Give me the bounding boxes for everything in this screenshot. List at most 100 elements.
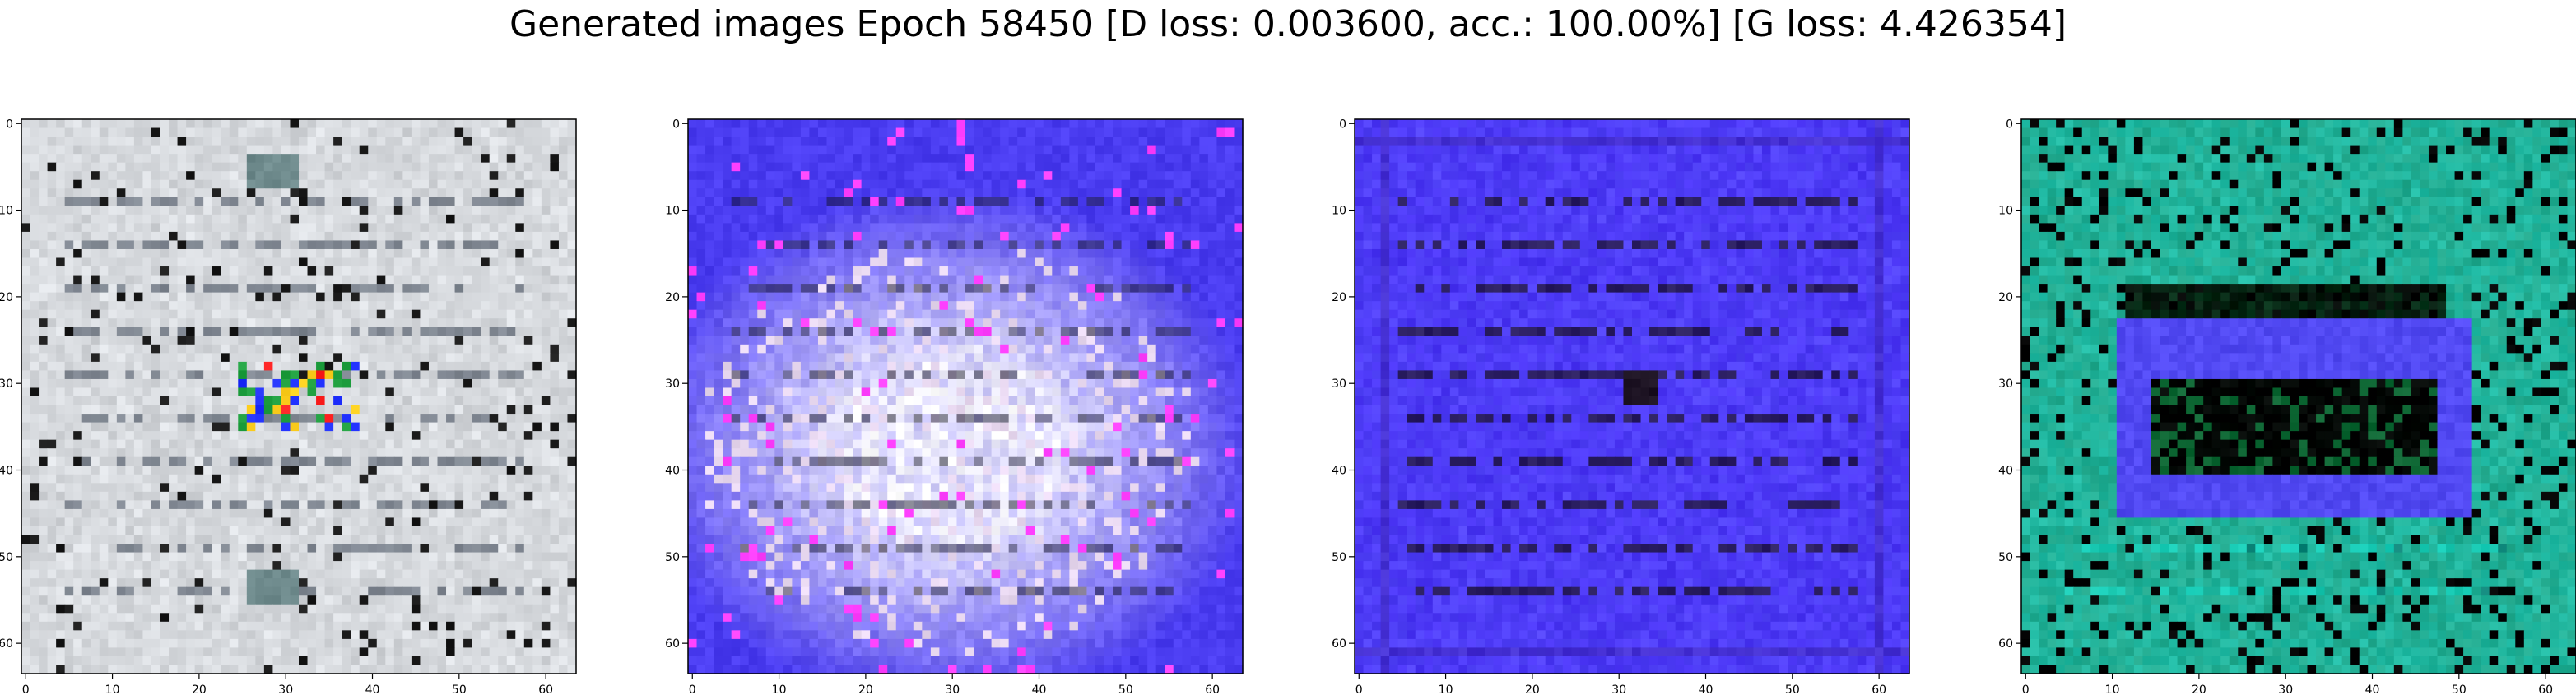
- image-pixel: [472, 188, 481, 198]
- image-pixel: [523, 526, 533, 536]
- image-pixel: [411, 535, 421, 544]
- image-pixel: [263, 188, 274, 198]
- image-pixel: [281, 387, 291, 397]
- image-pixel: [428, 439, 439, 449]
- image-pixel: [246, 630, 256, 640]
- image-pixel: [177, 353, 187, 363]
- image-pixel: [1121, 162, 1131, 172]
- image-pixel: [359, 569, 369, 579]
- image-pixel: [913, 206, 923, 215]
- image-pixel: [125, 405, 135, 415]
- image-pixel: [446, 586, 456, 596]
- image-pixel: [393, 535, 403, 544]
- image-pixel: [550, 327, 560, 336]
- image-pixel: [506, 257, 516, 267]
- image-pixel: [281, 665, 291, 674]
- image-pixel: [870, 231, 880, 242]
- image-pixel: [194, 197, 204, 206]
- image-pixel: [81, 439, 91, 449]
- image-pixel: [515, 275, 525, 285]
- image-pixel: [498, 656, 508, 666]
- image-pixel: [64, 448, 74, 458]
- image-pixel: [299, 647, 309, 657]
- image-pixel: [558, 586, 569, 596]
- image-pixel: [437, 422, 447, 432]
- image-pixel: [316, 517, 326, 527]
- image-pixel: [723, 127, 732, 137]
- image-pixel: [922, 154, 932, 164]
- image-pixel: [142, 145, 152, 155]
- image-pixel: [472, 552, 481, 562]
- image-pixel: [30, 483, 40, 493]
- image-pixel: [541, 422, 551, 432]
- image-pixel: [1199, 179, 1209, 189]
- image-pixel: [904, 223, 914, 233]
- image-pixel: [151, 387, 161, 397]
- image-pixel: [281, 552, 291, 562]
- image-pixel: [567, 578, 577, 588]
- image-pixel: [446, 206, 456, 215]
- image-pixel: [39, 248, 49, 259]
- image-pixel: [515, 422, 525, 432]
- image-pixel: [281, 266, 291, 276]
- image-pixel: [194, 621, 204, 631]
- image-pixel: [523, 119, 533, 129]
- image-pixel: [498, 292, 508, 302]
- image-pixel: [489, 439, 499, 449]
- image-pixel: [1043, 145, 1053, 155]
- image-pixel: [393, 621, 403, 631]
- image-pixel: [151, 127, 161, 137]
- y-tick-label: 0: [6, 118, 13, 131]
- image-pixel: [792, 231, 802, 242]
- image-pixel: [99, 344, 109, 354]
- image-pixel: [21, 197, 31, 206]
- image-pixel: [792, 171, 802, 181]
- image-pixel: [255, 535, 265, 544]
- image-pixel: [212, 353, 221, 363]
- image-pixel: [376, 544, 386, 554]
- image-pixel: [133, 535, 144, 544]
- image-pixel: [411, 127, 421, 137]
- image-pixel: [299, 414, 309, 424]
- image-pixel: [817, 145, 828, 155]
- image-pixel: [21, 621, 31, 631]
- image-pixel: [333, 638, 343, 649]
- image-pixel: [463, 284, 473, 294]
- image-pixel: [532, 491, 542, 501]
- image-pixel: [454, 422, 464, 432]
- image-pixel: [558, 431, 569, 441]
- image-pixel: [133, 517, 144, 527]
- image-pixel: [878, 171, 888, 181]
- image-pixel: [307, 206, 317, 215]
- image-pixel: [203, 466, 213, 475]
- image-pixel: [64, 240, 74, 250]
- image-pixel: [956, 231, 966, 242]
- image-pixel: [757, 171, 767, 181]
- image-pixel: [64, 361, 74, 372]
- image-pixel: [1138, 197, 1148, 206]
- image-pixel: [922, 206, 932, 215]
- image-pixel: [272, 154, 282, 164]
- image-pixel: [333, 370, 343, 380]
- image-pixel: [229, 275, 239, 285]
- image-pixel: [393, 162, 403, 172]
- image-pixel: [454, 561, 464, 571]
- image-pixel: [385, 621, 395, 631]
- image-pixel: [411, 439, 421, 449]
- image-pixel: [428, 535, 439, 544]
- image-pixel: [133, 491, 144, 501]
- image-pixel: [385, 491, 395, 501]
- image-pixel: [809, 179, 819, 189]
- image-pixel: [160, 647, 170, 657]
- image-pixel: [359, 483, 369, 493]
- image-pixel: [376, 500, 386, 510]
- image-pixel: [333, 206, 343, 215]
- image-pixel: [454, 396, 464, 406]
- image-pixel: [351, 137, 360, 146]
- image-pixel: [541, 561, 551, 571]
- image-pixel: [1199, 127, 1209, 137]
- image-pixel: [541, 301, 551, 311]
- image-pixel: [194, 248, 204, 259]
- image-pixel: [56, 336, 66, 345]
- image-pixel: [800, 127, 811, 137]
